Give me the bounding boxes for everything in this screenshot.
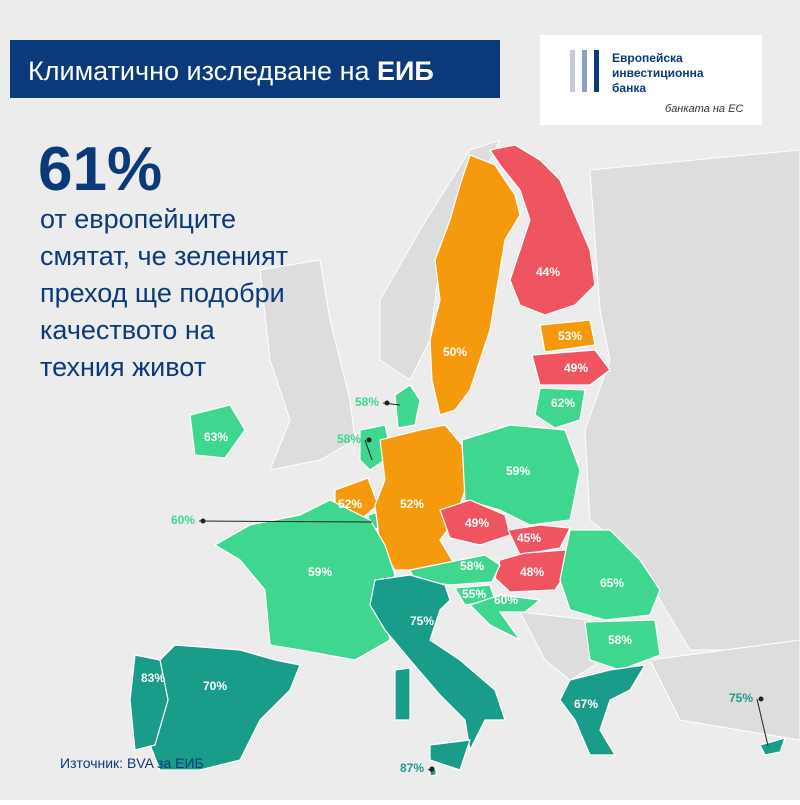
country-label: 50% [443,345,467,359]
country-label: 58% [355,395,379,409]
logo-box [540,35,762,125]
country [374,424,466,571]
country [394,384,421,429]
country-label: 60% [171,513,195,527]
leader-line [364,439,373,461]
country-label: 55% [462,587,486,601]
country [369,574,506,752]
leader-line [198,520,373,523]
country-label: 58% [460,559,484,573]
land [649,639,800,741]
country [213,499,396,661]
headline-line: от европейците [40,204,236,234]
country-label: 83% [141,671,165,685]
leader-dot [429,766,435,772]
headline-text: от европейците смятат, че зеленият преход … [40,204,288,382]
country-label: 60% [494,593,518,607]
country [531,349,611,386]
country-label: 59% [506,464,530,478]
country [584,619,661,671]
logo-bar [594,50,599,92]
country-label: 75% [729,691,753,705]
country-label: 49% [564,361,588,375]
country [507,524,571,556]
country [394,667,411,721]
logo-bar [570,50,575,92]
headline-line: преход ще подобри [40,278,285,308]
country-label: 59% [308,565,332,579]
leader-line [756,698,769,747]
labels: 44% 50% 53% 49% 62% 58% 63% 58% 52% 60% 52% 59% 49% 4… [141,265,769,775]
country [559,664,647,756]
country-label: 87% [400,761,424,775]
logo-tagline: банката на ЕС [665,103,743,115]
land [519,611,596,681]
title: Климатично изследване на ЕИБ [28,56,434,86]
land [259,259,356,471]
title-bold: ЕИБ [377,56,434,86]
country-label: 48% [520,565,544,579]
title-bar [10,40,500,98]
country-label: 58% [337,432,361,446]
country-label: 44% [536,265,560,279]
country-label: 45% [517,531,541,545]
headline-line: смятат, че зеленият [40,241,288,271]
country-label: 49% [465,516,489,530]
country-label: 52% [338,497,362,511]
country-label: 70% [203,679,227,693]
logo-text: банка [612,81,646,95]
logo-bar [582,50,587,92]
country-label: 53% [558,329,582,343]
country [534,387,586,429]
source: Източник: BVA за ЕИБ [60,755,204,771]
country [189,404,246,459]
country-label: 52% [400,497,424,511]
country [129,654,169,751]
country [489,144,596,316]
country [759,737,786,756]
country [539,319,596,353]
headline-line: техния живот [40,352,206,382]
country [468,594,542,641]
country-label: 67% [574,697,598,711]
country-label: 75% [410,614,434,628]
leader-dot [384,400,390,406]
leader-dot [366,437,372,443]
title-text: Климатично изследване на [28,56,370,86]
headline-value: 61% [38,135,162,204]
country [429,154,521,416]
country-label: 65% [600,576,624,590]
country-label: 58% [608,633,632,647]
headline-line: качеството на [40,315,216,345]
country-label: 63% [204,430,228,444]
countries [129,144,786,777]
country [559,529,661,621]
country-label: 62% [551,396,575,410]
logo-text: Европейска [612,51,683,65]
leader-dot [758,696,764,702]
logo-text: инвестиционна [612,66,704,80]
country [429,739,471,771]
logo-mark [570,50,599,92]
leader-dot [200,518,206,524]
